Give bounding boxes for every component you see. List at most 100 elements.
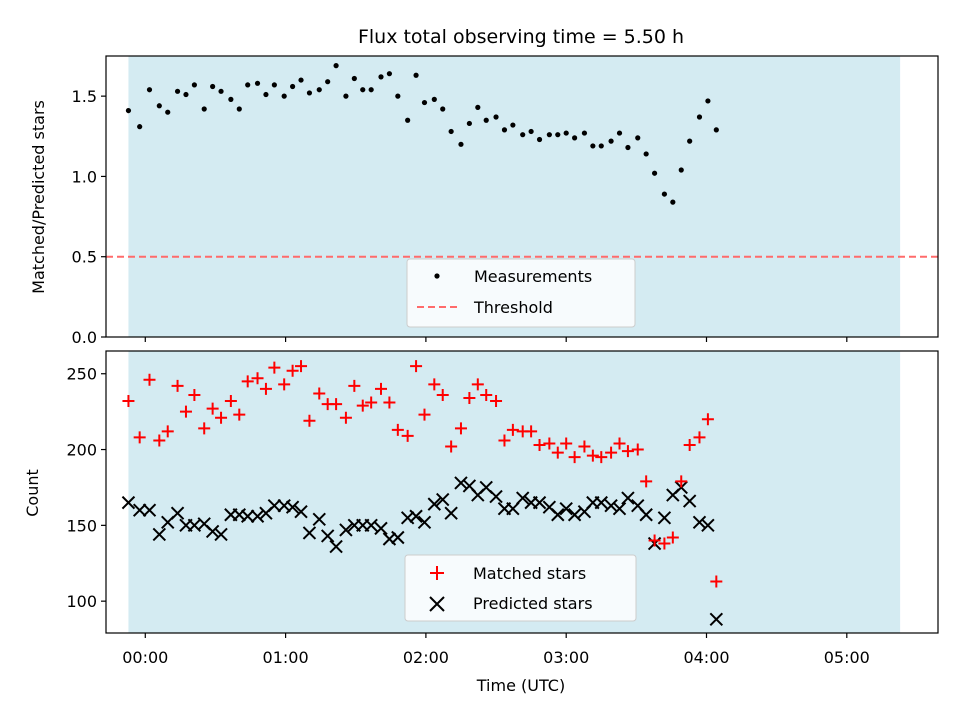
measurement-point — [254, 80, 261, 86]
bottom-y-axis-label: Count — [23, 469, 42, 517]
matched-star-point — [543, 437, 556, 450]
matched-star-point — [648, 534, 661, 547]
predicted-star-point — [205, 524, 220, 539]
legend-matched-label: Matched stars — [473, 564, 586, 583]
matched-star-point — [471, 378, 484, 391]
matched-star-point — [313, 387, 326, 400]
measurement-point — [360, 87, 366, 93]
measurement-point — [555, 132, 561, 138]
matched-star-point — [551, 446, 564, 459]
predicted-star-point — [409, 509, 423, 523]
matched-star-point — [278, 378, 291, 391]
measurement-point — [572, 135, 578, 141]
predicted-star-point — [320, 529, 335, 543]
measurement-point — [546, 132, 552, 138]
measurement-point — [201, 106, 207, 112]
measurement-point — [458, 141, 464, 147]
matched-star-point — [436, 388, 449, 401]
bottom-x-axis: 00:00 01:00 02:00 03:00 04:00 05:00 — [122, 633, 870, 667]
matched-star-point — [383, 396, 396, 409]
matched-star-point — [233, 408, 246, 421]
measurement-point — [431, 96, 437, 102]
measurement-point — [608, 138, 614, 144]
star-count-points — [121, 360, 724, 627]
matched-star-point — [490, 395, 503, 408]
measurement-point — [448, 128, 454, 135]
x-tick-label: 00:00 — [122, 648, 168, 667]
matched-star-point — [143, 373, 156, 386]
matched-star-point — [330, 398, 343, 411]
matched-star-point — [498, 434, 511, 447]
predicted-star-point — [692, 515, 707, 530]
predicted-star-point — [302, 526, 317, 540]
measurement-point — [351, 75, 357, 82]
measurement-point — [598, 143, 604, 149]
measurement-point — [316, 87, 322, 93]
predicted-star-point — [682, 494, 697, 508]
legend-threshold-label: Threshold — [473, 298, 553, 317]
x-tick-label: 01:00 — [263, 648, 309, 667]
y-tick-label: 0.0 — [72, 328, 97, 347]
predicted-star-point — [312, 512, 326, 526]
matched-star-point — [658, 537, 671, 550]
measurement-point — [501, 127, 508, 133]
predicted-star-point — [657, 511, 672, 525]
measurement-point — [174, 88, 181, 94]
matched-star-point — [675, 475, 688, 488]
measurement-point — [156, 103, 162, 109]
matched-star-point — [391, 423, 404, 436]
matched-star-point — [224, 395, 237, 408]
matched-star-point — [463, 392, 476, 404]
measurement-point — [405, 117, 411, 123]
predicted-star-point — [240, 509, 255, 523]
top-plot-frame — [105, 55, 939, 338]
measurement-point — [165, 109, 171, 115]
measurement-point — [325, 79, 331, 85]
x-tick-label: 03:00 — [543, 648, 589, 667]
matched-star-point — [666, 531, 679, 544]
measurement-point — [137, 124, 143, 130]
measurement-point — [236, 106, 242, 112]
measurement-point — [343, 93, 349, 99]
predicted-star-point — [612, 501, 627, 516]
matched-star-point — [374, 382, 387, 395]
matched-star-point — [259, 382, 272, 395]
measurement-point — [713, 127, 719, 133]
matched-star-point — [241, 375, 254, 388]
matched-star-point — [683, 439, 696, 451]
predicted-star-point — [701, 518, 715, 533]
predicted-star-point — [639, 508, 653, 522]
y-tick-label: 1.0 — [72, 167, 97, 186]
measurement-point — [563, 130, 569, 136]
matched-star-point — [401, 429, 414, 442]
measurement-point — [290, 83, 296, 90]
measurement-point — [368, 87, 374, 93]
matched-star-point — [356, 399, 369, 412]
measurement-point — [643, 151, 649, 157]
measurement-point — [125, 107, 132, 114]
y-tick-label: 0.5 — [72, 248, 97, 267]
measurement-point — [191, 82, 197, 88]
measurement-point — [510, 122, 516, 128]
measurement-point — [210, 83, 216, 90]
measurement-point — [298, 77, 304, 83]
matched-star-point — [613, 437, 626, 450]
measurement-point — [183, 91, 189, 98]
matched-star-point — [188, 388, 201, 401]
matched-star-point — [605, 446, 618, 459]
matched-star-point — [640, 475, 653, 488]
top-x-ticks — [144, 337, 848, 342]
matched-star-point — [621, 445, 634, 458]
predicted-star-point — [444, 506, 458, 520]
predicted-star-point — [294, 505, 308, 519]
matched-star-point — [303, 414, 316, 427]
matched-star-point — [525, 425, 538, 438]
matched-star-point — [418, 408, 431, 421]
predicted-star-point — [142, 503, 157, 517]
predicted-star-point — [417, 515, 432, 530]
measurement-point — [536, 136, 543, 143]
matched-star-point — [480, 388, 493, 401]
predicted-star-point — [604, 498, 618, 513]
predicted-star-point — [489, 489, 503, 504]
